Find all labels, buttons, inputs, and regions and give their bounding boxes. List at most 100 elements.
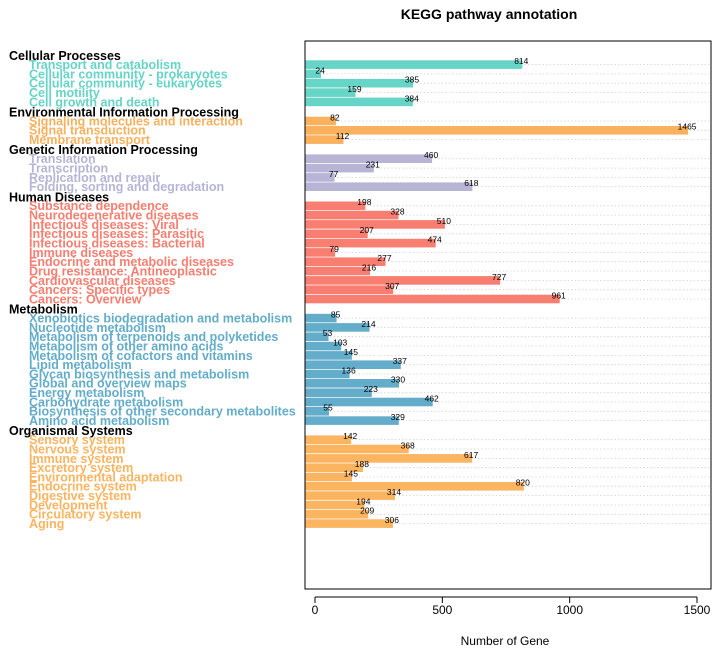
- category-label: Transport and catabolism: [29, 58, 181, 72]
- category-label: Transcription: [29, 162, 108, 176]
- category-label: Glycan biosynthesis and metabolism: [29, 367, 249, 381]
- value-label: 460: [424, 150, 438, 160]
- value-label: 188: [355, 459, 369, 469]
- category-label: Cancers: Overview: [29, 292, 142, 306]
- bar: [305, 454, 473, 463]
- value-label: 207: [360, 225, 374, 235]
- category-label: Carbohydrate metabolism: [29, 395, 183, 409]
- category-label: Immune diseases: [29, 246, 133, 260]
- bar: [305, 323, 370, 332]
- value-label: 216: [362, 262, 376, 272]
- category-label: Membrane transport: [29, 133, 151, 147]
- bar: [305, 182, 473, 191]
- value-label: 55: [323, 403, 333, 413]
- group-label: Organismal Systems: [9, 424, 133, 438]
- value-label: 307: [385, 281, 399, 291]
- value-label: 384: [405, 93, 419, 103]
- value-label: 330: [391, 375, 405, 385]
- bar: [305, 97, 413, 107]
- bar: [305, 397, 433, 407]
- x-tick-label: 0: [312, 603, 319, 617]
- bar: [305, 519, 393, 528]
- category-label: Replication and repair: [29, 171, 160, 185]
- category-label: Metabolism of other amino acids: [29, 340, 224, 354]
- bar: [305, 510, 369, 519]
- category-label: Lipid metabolism: [29, 358, 132, 372]
- value-label: 112: [336, 131, 350, 141]
- bar: [305, 491, 395, 500]
- bar: [305, 407, 329, 416]
- category-label: Endocrine and metabolic diseases: [29, 255, 234, 269]
- category-label: Cellular community - eukaryotes: [29, 77, 222, 91]
- category-label: Folding, sorting and degradation: [29, 180, 224, 194]
- value-label: 198: [357, 197, 371, 207]
- value-label: 145: [344, 468, 358, 478]
- bar: [305, 201, 366, 211]
- value-label: 145: [344, 347, 358, 357]
- category-label: Substance dependence: [29, 199, 169, 213]
- bar: [305, 116, 336, 126]
- x-axis: 0 500 1000 1500: [312, 596, 711, 617]
- bar: [305, 210, 399, 220]
- group-label: Metabolism: [9, 303, 78, 317]
- group-label: Genetic Information Processing: [9, 143, 198, 157]
- bar: [305, 341, 342, 351]
- category-label: Infectious diseases: Bacterial: [29, 237, 205, 251]
- category-label: Translation: [29, 152, 96, 166]
- value-label: 231: [366, 160, 380, 170]
- category-label: Endocrine system: [29, 480, 137, 494]
- value-label: 136: [342, 365, 356, 375]
- bar: [305, 332, 329, 341]
- bar: [305, 135, 344, 144]
- category-label: Aging: [29, 517, 64, 531]
- bar: [305, 60, 523, 69]
- bar: [305, 154, 433, 163]
- bar: [305, 379, 399, 388]
- bar: [305, 266, 370, 276]
- category-label: Development: [29, 498, 108, 512]
- category-label: Nucleotide metabolism: [29, 321, 166, 335]
- bar: [305, 369, 350, 379]
- value-label: 103: [333, 338, 347, 348]
- category-label: Sensory system: [29, 433, 125, 447]
- value-label: 329: [391, 412, 405, 422]
- value-label: 159: [347, 84, 361, 94]
- bar: [305, 257, 386, 266]
- category-label: Metabolism of cofactors and vitamins: [29, 349, 253, 363]
- value-label: 223: [364, 384, 378, 394]
- bar: [305, 294, 560, 304]
- value-label: 385: [405, 75, 419, 85]
- value-label: 79: [329, 244, 339, 254]
- value-label: 142: [343, 431, 357, 441]
- category-label: Environmental adaptation: [29, 470, 183, 484]
- value-label: 314: [387, 487, 401, 497]
- value-label: 474: [428, 235, 442, 245]
- category-label: Cell growth and death: [29, 95, 160, 109]
- x-tick-label: 1000: [556, 603, 583, 617]
- bar: [305, 238, 436, 248]
- category-label: Amino acid metabolism: [29, 414, 169, 428]
- category-label: Digestive system: [29, 489, 131, 503]
- plot-frame: [304, 40, 712, 590]
- category-label: Signaling molecules and interaction: [29, 114, 243, 128]
- chart-title: KEGG pathway annotation: [401, 6, 578, 22]
- bar: [305, 500, 365, 510]
- bar: [305, 126, 689, 135]
- value-label: 82: [330, 112, 340, 122]
- bar: [305, 163, 374, 173]
- group-label: Human Diseases: [9, 190, 109, 204]
- category-label: Energy metabolism: [29, 386, 144, 400]
- bar: [305, 351, 352, 360]
- bar: [305, 229, 368, 239]
- bar: [305, 276, 501, 285]
- bar: [305, 435, 352, 444]
- value-label: 194: [356, 496, 370, 506]
- value-label: 961: [552, 290, 566, 300]
- category-label: Drug resistance: Antineoplastic: [29, 264, 217, 278]
- category-label: Infectious diseases: Viral: [29, 218, 179, 232]
- value-label: 617: [464, 450, 478, 460]
- bar: [305, 69, 322, 79]
- bar: [305, 360, 401, 369]
